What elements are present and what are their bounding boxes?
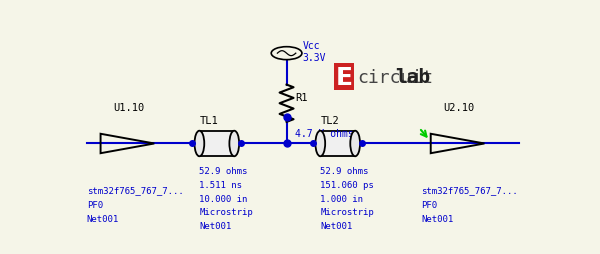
Text: 1.000 in: 1.000 in	[320, 194, 363, 203]
Text: U1.10: U1.10	[113, 103, 144, 113]
Text: circuit: circuit	[357, 69, 433, 86]
Text: Net001: Net001	[86, 214, 119, 223]
Text: Vcc: Vcc	[303, 41, 320, 51]
Ellipse shape	[229, 131, 239, 157]
Text: lab: lab	[395, 68, 431, 87]
Text: E: E	[335, 66, 352, 89]
Text: 1.511 ns: 1.511 ns	[199, 180, 242, 189]
Text: Net001: Net001	[199, 221, 232, 230]
Text: Microstrip: Microstrip	[320, 208, 374, 216]
Text: Net001: Net001	[421, 214, 454, 223]
Ellipse shape	[350, 131, 360, 157]
Text: Net001: Net001	[320, 221, 353, 230]
Ellipse shape	[316, 131, 325, 157]
Text: PF0: PF0	[421, 201, 437, 210]
Text: U2.10: U2.10	[443, 103, 474, 113]
Text: R1: R1	[295, 93, 307, 103]
Polygon shape	[199, 131, 234, 157]
Text: 3.3V: 3.3V	[303, 53, 326, 63]
Text: TL1: TL1	[199, 115, 218, 125]
Ellipse shape	[194, 131, 204, 157]
Polygon shape	[320, 131, 355, 157]
Text: 10.000 in: 10.000 in	[199, 194, 248, 203]
Text: 151.060 ps: 151.060 ps	[320, 180, 374, 189]
Text: TL2: TL2	[320, 115, 339, 125]
Text: stm32f765_767_7...: stm32f765_767_7...	[86, 185, 184, 194]
Text: 52.9 ohms: 52.9 ohms	[320, 166, 368, 175]
Text: 52.9 ohms: 52.9 ohms	[199, 166, 248, 175]
Text: 4.7 K ohms: 4.7 K ohms	[295, 128, 353, 138]
Circle shape	[271, 47, 302, 60]
Text: Microstrip: Microstrip	[199, 208, 253, 216]
Text: PF0: PF0	[86, 201, 103, 210]
Text: stm32f765_767_7...: stm32f765_767_7...	[421, 185, 518, 194]
